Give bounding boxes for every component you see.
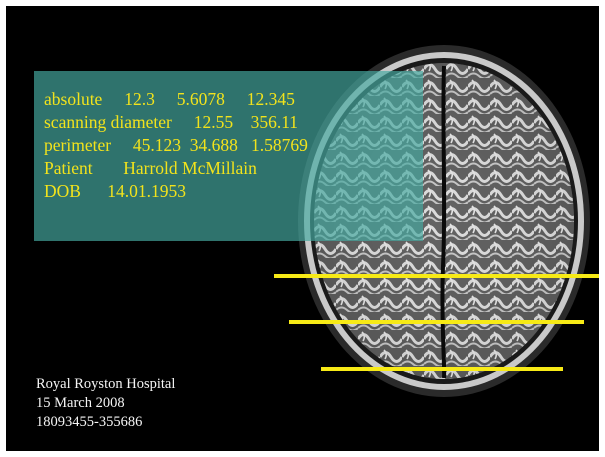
- row-label: scanning diameter: [44, 112, 172, 132]
- midline-fissure: [440, 65, 447, 379]
- record-id: 18093455-355686: [36, 414, 143, 430]
- row-value: 45.123: [132, 135, 182, 155]
- patient-name: Harrold McMillain: [123, 158, 257, 178]
- dob-label: DOB: [44, 181, 81, 201]
- row-value: 34.688: [189, 135, 238, 155]
- patient-label: Patient: [44, 158, 93, 178]
- mri-viewer: absolute 12.3 5.6078 12.345 scanning dia…: [6, 6, 599, 451]
- row-value: 5.6078: [176, 89, 225, 109]
- row-value: 356.11: [250, 112, 299, 132]
- row-label: absolute: [44, 89, 103, 109]
- row-value: 12.55: [193, 112, 234, 132]
- hospital-name: Royal Royston Hospital: [36, 376, 176, 392]
- row-label: perimeter: [44, 135, 112, 155]
- dob-row: DOB 14.01.1953: [44, 181, 186, 201]
- patient-row: Patient Harrold McMillain: [44, 158, 257, 178]
- row-value: 1.58769: [251, 135, 308, 155]
- measurement-row-scanning-diameter: scanning diameter 12.55 356.11: [44, 112, 298, 132]
- measurement-overlay-panel: absolute 12.3 5.6078 12.345 scanning dia…: [34, 71, 423, 241]
- measurement-row-perimeter: perimeter 45.123 34.688 1.58769: [44, 135, 308, 155]
- row-value: 12.345: [246, 89, 295, 109]
- scan-date: 15 March 2008: [36, 395, 125, 411]
- dob-value: 14.01.1953: [107, 181, 186, 201]
- row-value: 12.3: [124, 89, 155, 109]
- measurement-row-absolute: absolute 12.3 5.6078 12.345: [44, 89, 295, 109]
